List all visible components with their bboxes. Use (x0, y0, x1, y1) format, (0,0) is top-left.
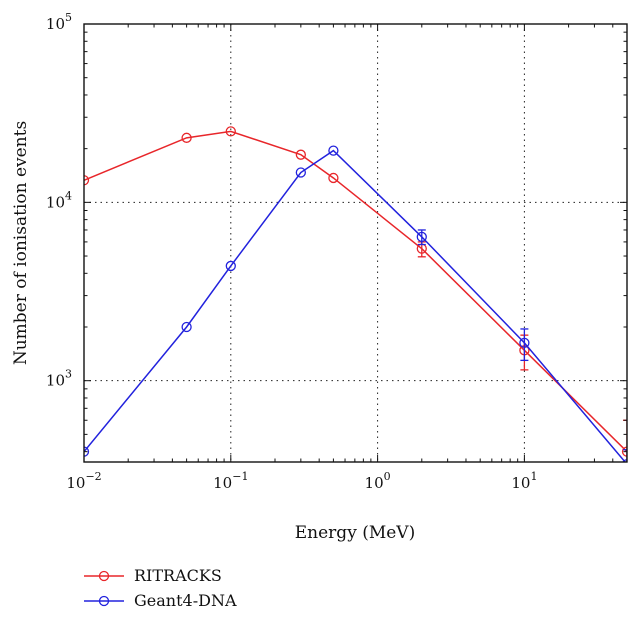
x-axis-label: Energy (MeV) (295, 523, 415, 543)
data-point (328, 145, 339, 156)
x-tick-label: 10−2 (66, 470, 101, 492)
series-layer (84, 126, 627, 462)
legend-marker (98, 595, 110, 607)
data-point (328, 172, 339, 184)
series-geant4-dna (84, 145, 627, 462)
y-tick-label: 105 (46, 11, 72, 33)
legend: RITRACKS Geant4-DNA (84, 566, 237, 610)
data-point (225, 260, 236, 272)
x-tick-label: 101 (511, 470, 537, 492)
plot-frame (83, 23, 628, 463)
legend-label: RITRACKS (134, 566, 222, 585)
data-point (84, 175, 90, 186)
data-point (519, 337, 530, 348)
ticks: 10−2 10−1 100 101 103 104 105 (46, 11, 628, 492)
data-point (295, 167, 306, 178)
x-tick-label: 10−1 (213, 470, 248, 492)
data-point (225, 126, 236, 137)
data-point (621, 446, 627, 457)
series-line (84, 130, 627, 453)
legend-marker (98, 570, 110, 582)
data-point (181, 321, 192, 333)
grid (84, 24, 627, 462)
data-point (84, 446, 90, 457)
data-point (416, 231, 427, 243)
series-line (84, 149, 627, 462)
series-ritracks (84, 126, 627, 462)
data-point (295, 149, 306, 160)
legend-label: Geant4-DNA (134, 591, 237, 610)
y-tick-label: 104 (46, 189, 72, 211)
legend-item: Geant4-DNA (84, 591, 237, 610)
data-point (181, 132, 192, 143)
legend-item: RITRACKS (84, 566, 222, 585)
x-tick-label: 100 (365, 470, 391, 492)
y-tick-label: 103 (46, 368, 72, 390)
y-axis-label: Number of ionisation events (11, 121, 31, 365)
